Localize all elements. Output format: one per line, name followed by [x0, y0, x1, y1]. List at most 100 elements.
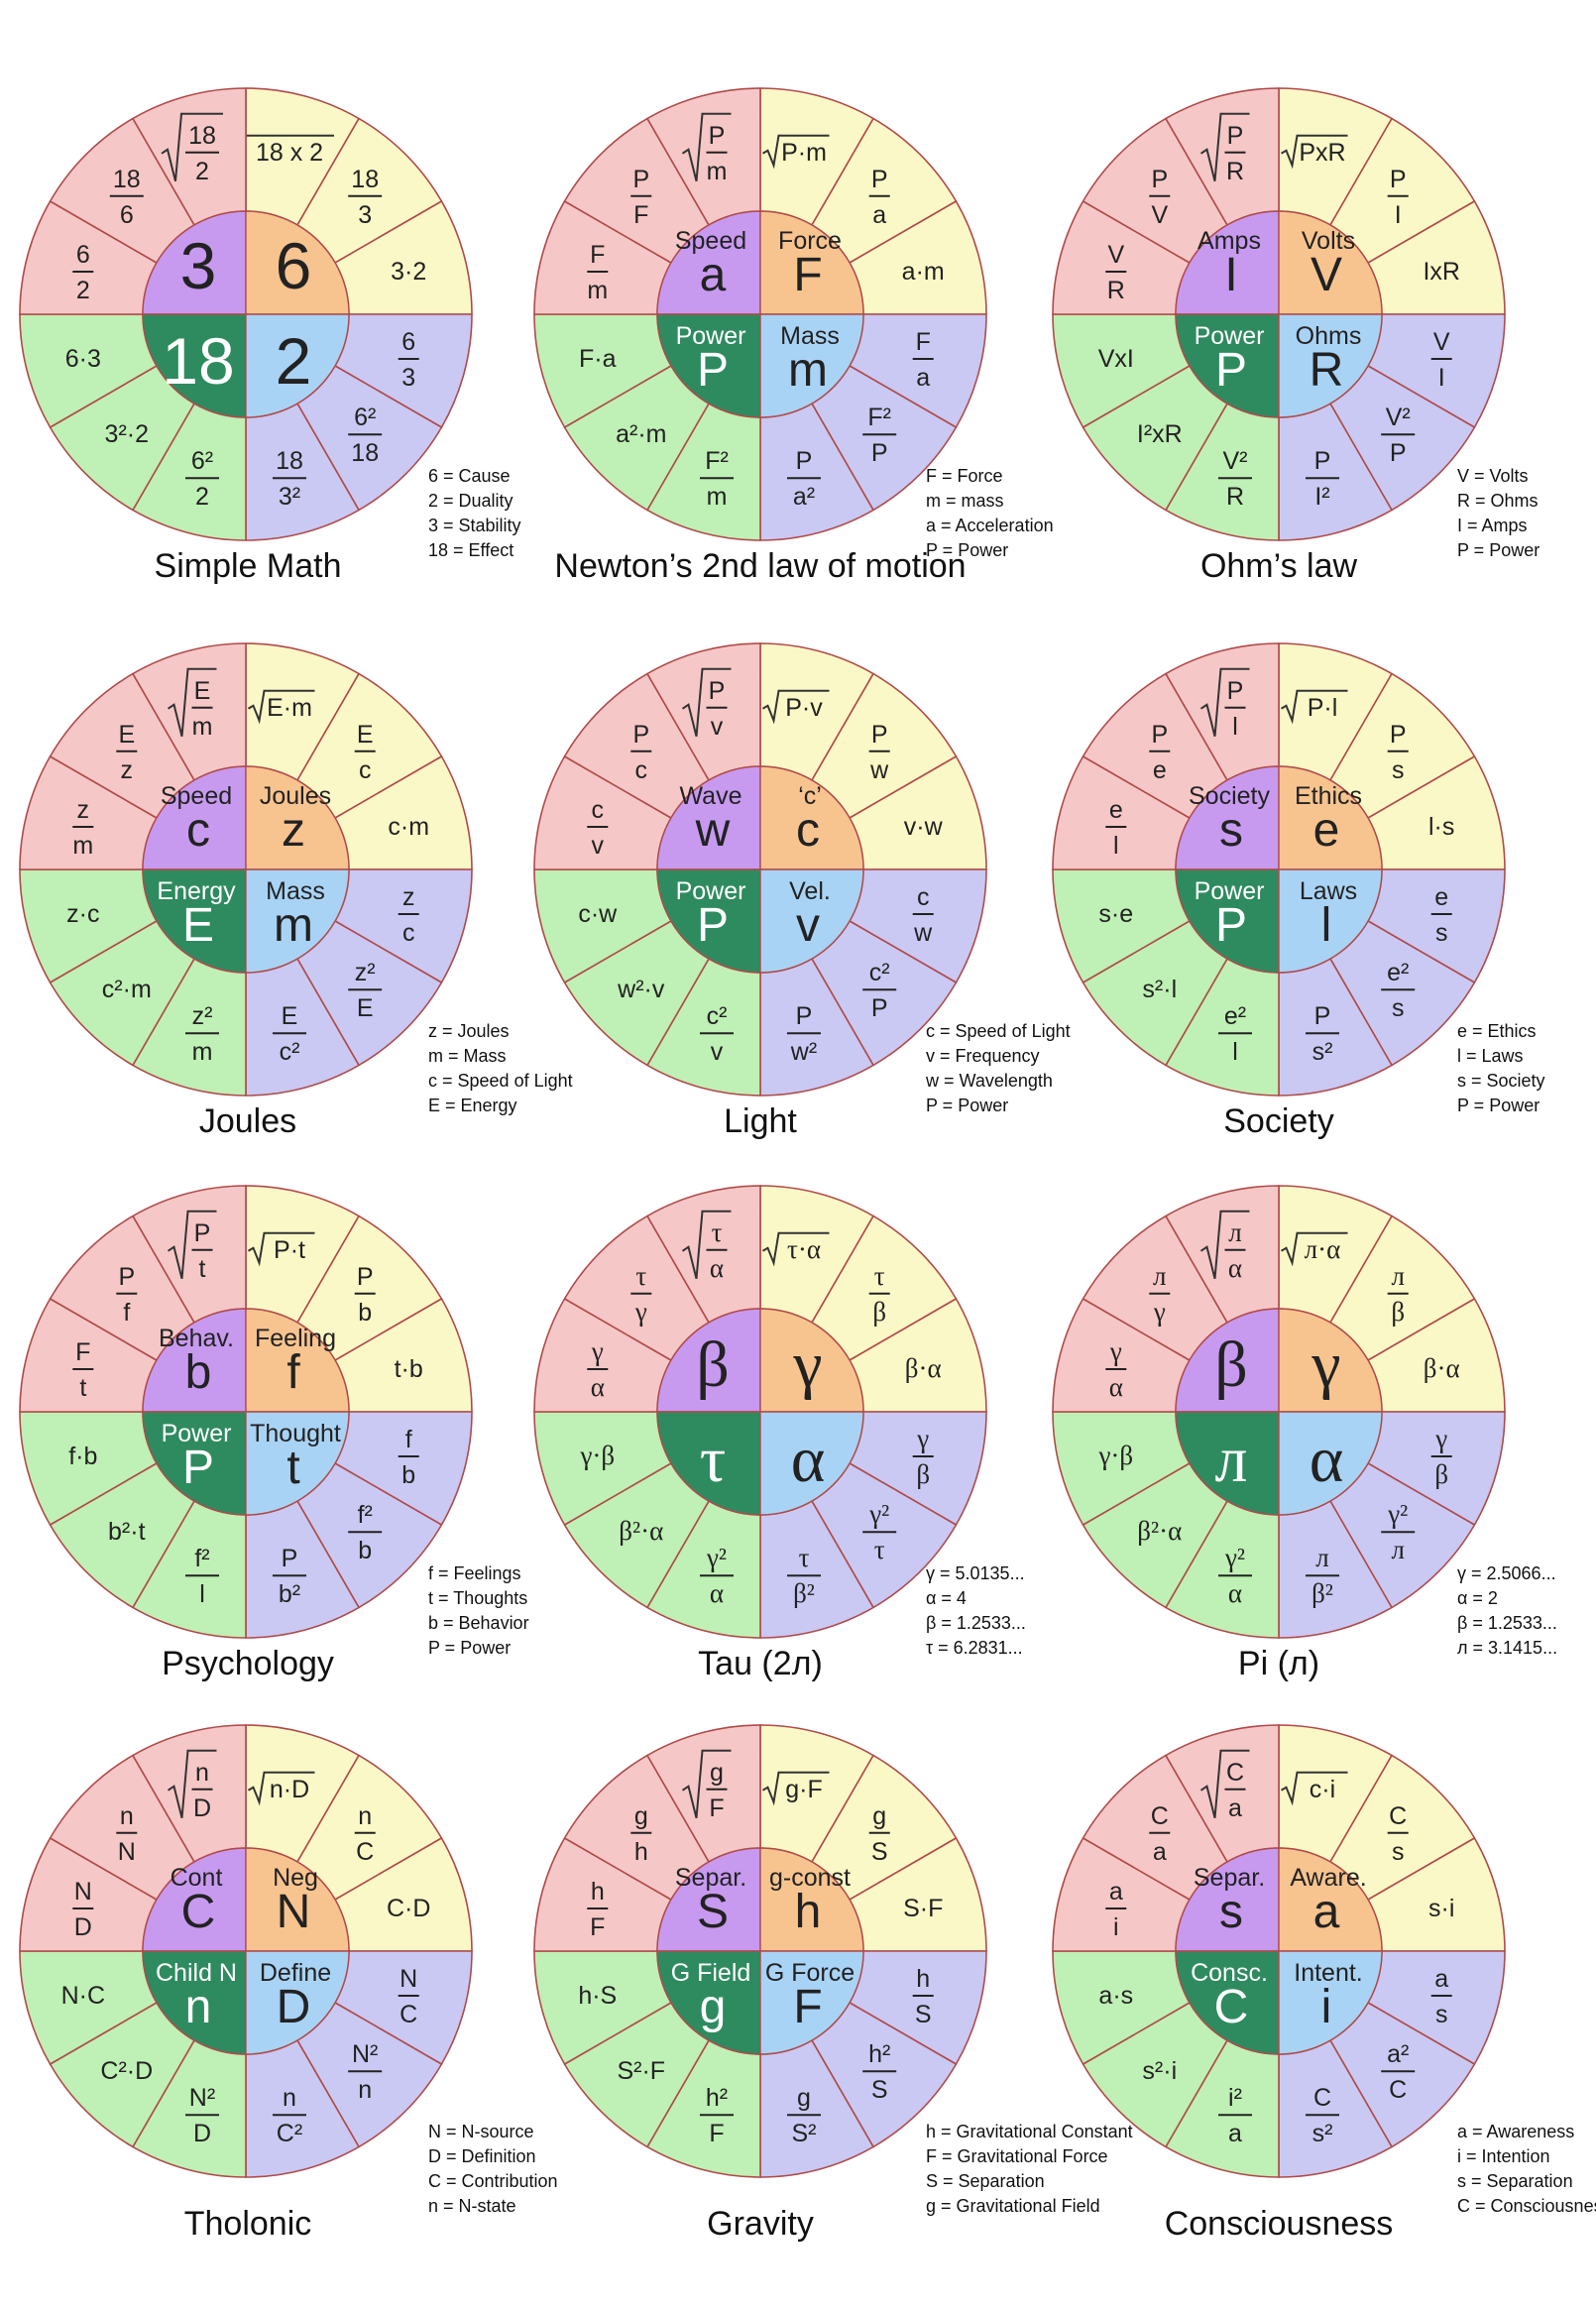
formula-numerator: i²: [1228, 2084, 1242, 2112]
formula-denominator: V: [1151, 201, 1168, 229]
formula-term: s²·i: [1142, 2057, 1177, 2085]
center-symbol: m: [274, 899, 313, 952]
formula-term: b²·t: [108, 1518, 146, 1546]
legend-line: τ = 6.2831...: [926, 1638, 1023, 1658]
formula-denominator: F: [709, 1794, 724, 1822]
wheel-title: Tau (2л): [698, 1645, 823, 1682]
legend-line: c = Speed of Light: [926, 1021, 1071, 1041]
formula-term: c·m: [388, 813, 429, 841]
formula-term: л·α: [1305, 1234, 1341, 1264]
formula-denominator: β: [872, 1297, 886, 1327]
formula-term: s²·l: [1142, 976, 1177, 1003]
legend-line: C = Contribution: [428, 2171, 558, 2191]
center-label: Volts: [1302, 227, 1355, 255]
root-sign: [247, 1771, 315, 1806]
center-quadrant: [142, 210, 247, 315]
formula-term: c·i: [1310, 1776, 1335, 1803]
formula-numerator: P: [357, 1263, 374, 1291]
center-quadrant: [656, 210, 761, 315]
formula-denominator: m: [192, 713, 213, 741]
formula-denominator: s: [1392, 994, 1405, 1022]
root-sign: [1280, 134, 1348, 170]
formula-denominator: 3: [358, 201, 372, 229]
formula-denominator: s: [1392, 756, 1405, 784]
legend-line: c = Speed of Light: [428, 1071, 573, 1091]
formula-numerator: E: [118, 721, 135, 749]
center-quadrant: [1278, 210, 1383, 315]
root-sign: [1280, 689, 1348, 725]
center-quadrant: [1175, 1950, 1280, 2055]
formula-denominator: m: [707, 483, 728, 511]
formula-denominator: 2: [195, 483, 209, 511]
formula-numerator: e: [1109, 796, 1123, 824]
legend-line: s = Separation: [1457, 2171, 1573, 2191]
root-sign: [1199, 1210, 1250, 1280]
wheel-title: Simple Math: [155, 547, 342, 585]
formula-denominator: D: [193, 1794, 211, 1822]
formula-denominator: β²: [1311, 1578, 1333, 1608]
center-label: Behav.: [159, 1325, 234, 1352]
formula-numerator: n: [120, 1802, 134, 1830]
legend-line: 18 = Effect: [428, 540, 513, 560]
formula-term: n·D: [270, 1776, 309, 1803]
formula-numerator: γ: [1434, 1424, 1447, 1453]
center-quadrant: [1278, 868, 1383, 974]
formula-numerator: γ: [916, 1424, 929, 1453]
formula-term: c²·m: [102, 976, 152, 1003]
formula-numerator: V²: [1386, 404, 1411, 431]
center-label: G Field: [671, 1959, 751, 1987]
formula-denominator: F: [590, 1913, 605, 1941]
root-sign: [681, 112, 732, 182]
formula-numerator: c: [917, 883, 930, 911]
formula-numerator: f²: [194, 1545, 209, 1572]
center-symbol: P: [182, 1442, 214, 1494]
center-quadrant: [245, 1308, 350, 1413]
formula-numerator: P: [282, 1545, 298, 1572]
formula-denominator: 2: [76, 277, 90, 304]
root-sign: [681, 1749, 732, 1819]
formula-numerator: g: [634, 1802, 648, 1830]
formula-numerator: n: [358, 1802, 372, 1830]
formula-numerator: E: [357, 721, 374, 749]
center-quadrant: [245, 313, 350, 418]
center-label: Intent.: [1294, 1959, 1363, 1987]
wheel-title: Light: [724, 1102, 797, 1140]
formula-denominator: v: [711, 1038, 724, 1066]
formula-term: w²·v: [617, 976, 665, 1003]
legend-line: S = Separation: [926, 2171, 1045, 2191]
center-symbol: 18: [162, 324, 234, 398]
legend-line: l = Laws: [1457, 1046, 1524, 1066]
center-label: Amps: [1197, 227, 1261, 255]
formula-numerator: P: [1227, 122, 1244, 150]
wheel-title: Ohm’s law: [1200, 547, 1358, 585]
formula-numerator: h: [591, 1878, 605, 1906]
formula-denominator: f: [123, 1299, 130, 1327]
formula-term: β·α: [905, 1353, 942, 1383]
formula-denominator: α: [591, 1372, 605, 1402]
center-label: Neg: [273, 1864, 318, 1892]
formula-numerator: 18: [188, 122, 216, 150]
wheel-title: Psychology: [162, 1645, 334, 1682]
center-label: Aware.: [1290, 1864, 1366, 1892]
root-sign: [167, 667, 217, 738]
legend-line: P = Power: [926, 1096, 1008, 1115]
formula-term: a·s: [1098, 1982, 1133, 2010]
formula-denominator: w: [869, 756, 889, 784]
legend-line: C = Consciousness: [1457, 2196, 1596, 2216]
formula-numerator: c²: [707, 1002, 728, 1030]
center-quadrant: [759, 1308, 864, 1413]
formula-numerator: P: [796, 1002, 813, 1030]
formula-numerator: V: [1433, 328, 1450, 356]
formula-term: β²·α: [619, 1516, 663, 1546]
formula-numerator: γ: [591, 1336, 604, 1366]
formula-numerator: z²: [192, 1002, 213, 1030]
formula-numerator: τ: [874, 1261, 885, 1291]
formula-term: C·D: [387, 1895, 430, 1922]
wheel-title: Gravity: [707, 2205, 814, 2243]
formula-denominator: l: [1232, 1038, 1238, 1066]
center-label: G Force: [765, 1959, 855, 1987]
formula-numerator: л: [1228, 1217, 1241, 1247]
formula-denominator: v: [592, 832, 605, 860]
center-quadrant: [1278, 1950, 1383, 2055]
